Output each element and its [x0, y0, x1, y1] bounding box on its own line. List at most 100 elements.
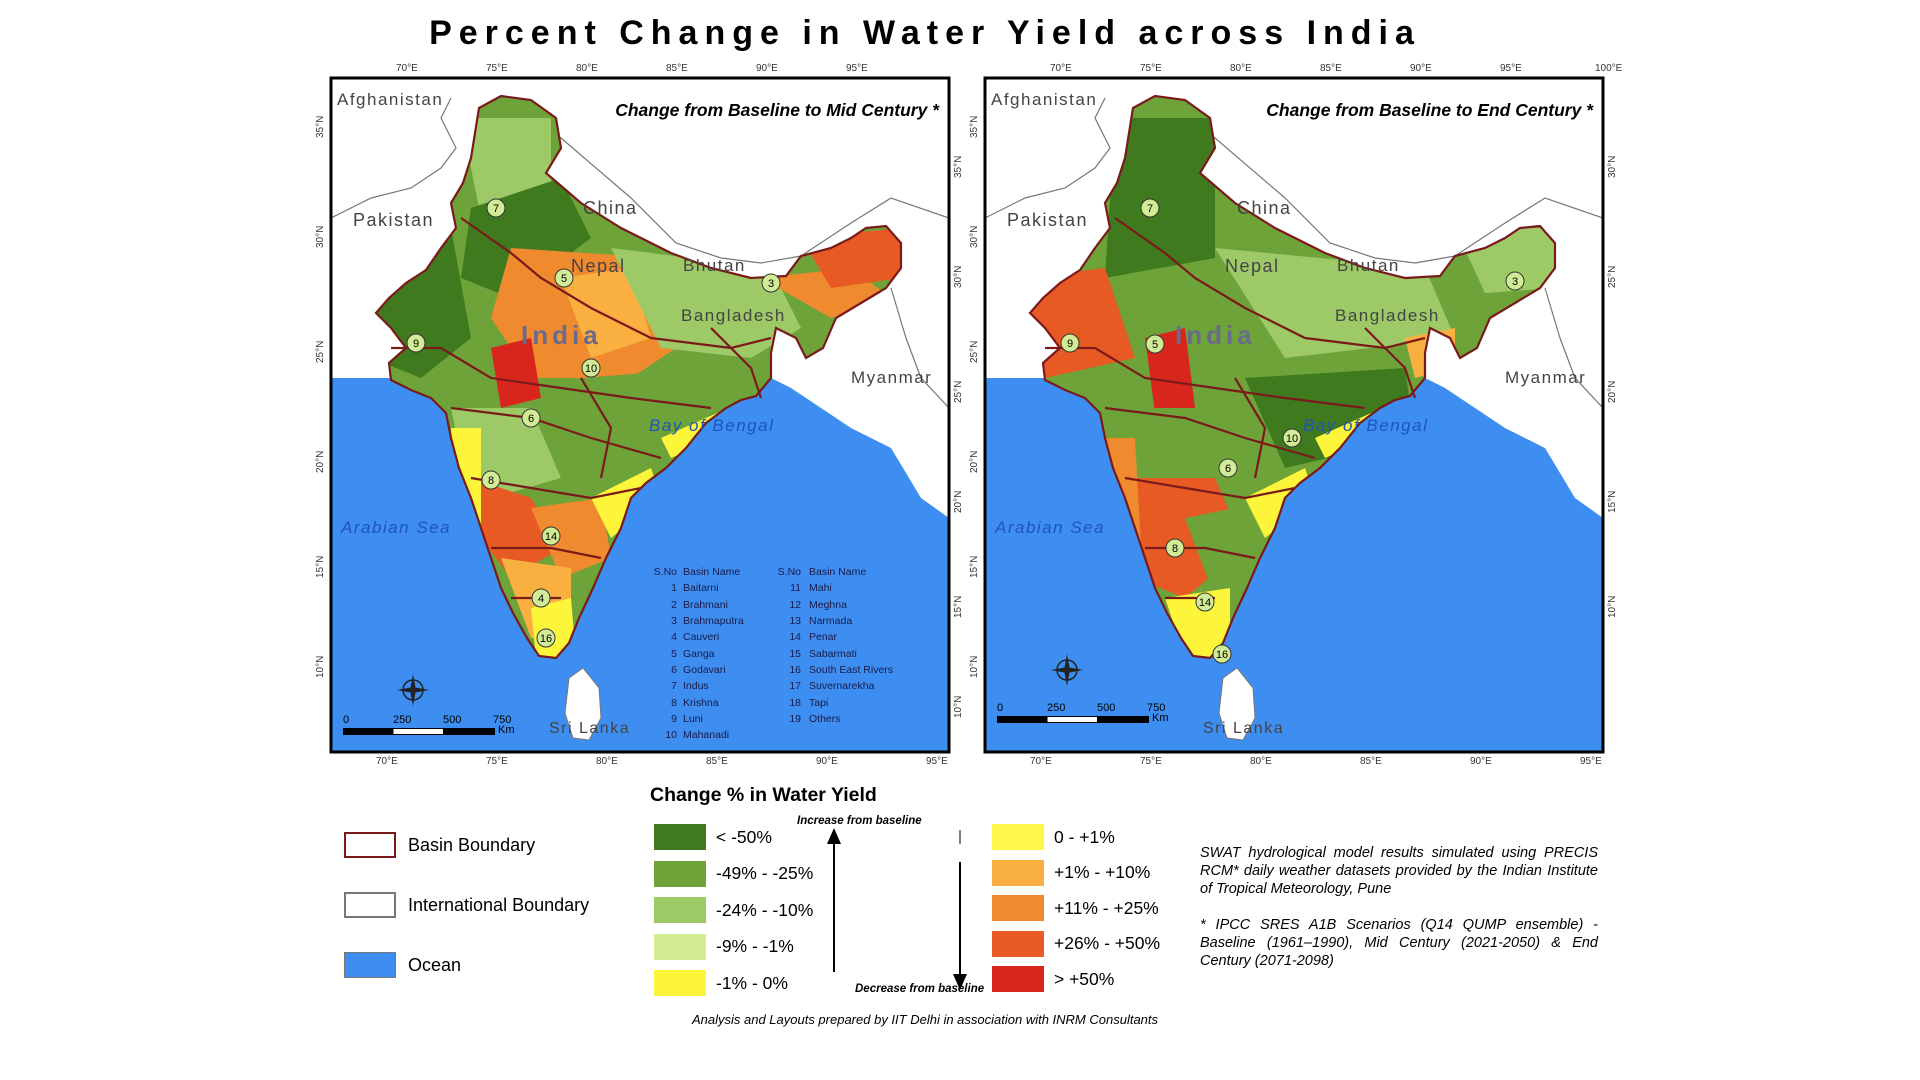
table-row: 4 Cauveri 14 Penar — [651, 629, 935, 645]
basin-name: Brahmani — [683, 598, 728, 611]
place-bangladesh: Bangladesh — [681, 306, 786, 325]
basin-name: Ganga — [683, 647, 715, 660]
col-sno-2: S.No — [777, 566, 801, 579]
basin-name: Luni — [683, 712, 703, 725]
basin-name: Godavari — [683, 663, 726, 676]
increase-arrow-label: Increase from baseline — [797, 815, 922, 827]
table-row: 2 Brahmani 12 Meghna — [651, 597, 935, 613]
scale-label: 0 — [343, 714, 350, 726]
basin-sno: 10 — [665, 729, 677, 742]
lon-tick-bottom: 90°E — [816, 756, 838, 767]
basin-markers: 7 5 3 9 10 6 8 14 16 — [1060, 198, 1525, 664]
svg-text:8: 8 — [488, 475, 494, 487]
basin-sno: 15 — [789, 647, 801, 660]
place-nepal: Nepal — [1225, 256, 1280, 276]
lat-tick-left: 25°N — [315, 340, 326, 363]
svg-text:9: 9 — [413, 338, 419, 350]
scale-label: 250 — [1047, 702, 1066, 714]
legend-class-swatch — [992, 859, 1044, 886]
place-arabian: Arabian Sea — [995, 518, 1106, 537]
scale-label: 750 — [493, 714, 512, 726]
svg-text:7: 7 — [1147, 203, 1153, 215]
col-basin-2: Basin Name — [809, 566, 867, 579]
scale-label: 750 — [1147, 702, 1166, 714]
lat-tick-left: 30°N — [969, 225, 980, 248]
svg-text:3: 3 — [1512, 276, 1518, 288]
scale-label: 500 — [443, 714, 462, 726]
lon-tick-top: 70°E — [396, 63, 418, 74]
legend-class-label: -9% - -1% — [716, 936, 794, 956]
basin-name: Brahmaputra — [683, 615, 744, 628]
basin-sno: 4 — [671, 631, 677, 644]
map-mid-svg: 7 5 3 9 10 6 8 14 4 16 — [329, 76, 951, 754]
lat-tick-right: 15°N — [1607, 490, 1618, 513]
map-frame — [983, 76, 1605, 754]
legend-class: > +50% — [992, 966, 1114, 992]
place-nepal: Nepal — [571, 256, 626, 276]
lon-tick-top: 85°E — [1320, 63, 1342, 74]
legend-class: 0 - +1% — [992, 824, 1115, 850]
place-bhutan: Bhutan — [683, 256, 746, 275]
basin-sno: 14 — [789, 631, 801, 644]
svg-text:7: 7 — [493, 203, 499, 215]
svg-text:6: 6 — [528, 413, 534, 425]
place-afghanistan: Afghanistan — [337, 90, 444, 109]
lon-tick-top: 80°E — [576, 63, 598, 74]
compass-rose — [397, 674, 429, 706]
place-srilanka: Sri Lanka — [549, 720, 631, 737]
figure-title: Percent Change in Water Yield across Ind… — [429, 14, 1421, 52]
ocean — [331, 378, 949, 752]
table-row: 3 Brahmaputra 13 Narmada — [651, 613, 935, 629]
table-row: 7 Indus 17 Suvernarekha — [651, 678, 935, 694]
lat-tick-right: 10°N — [953, 695, 964, 718]
scale-label: 250 — [393, 714, 412, 726]
lat-tick-left: 15°N — [969, 555, 980, 578]
place-bhutan: Bhutan — [1337, 256, 1400, 275]
legend-international-boundary: International Boundary — [344, 892, 589, 918]
basin-sno: 8 — [671, 696, 677, 709]
basin-sno: 9 — [671, 712, 677, 725]
svg-text:5: 5 — [1152, 339, 1158, 351]
svg-text:10: 10 — [585, 363, 597, 375]
scale-bar: 0 250 500 750 Km — [343, 714, 515, 736]
table-row: 5 Ganga 15 Sabarmati — [651, 645, 935, 661]
svg-text:3: 3 — [768, 278, 774, 290]
intl-boundary — [331, 95, 949, 409]
legend-basin-boundary: Basin Boundary — [344, 832, 535, 858]
basin-name: Meghna — [809, 598, 847, 611]
lon-tick-top: 80°E — [1230, 63, 1252, 74]
lon-tick-top: 75°E — [1140, 63, 1162, 74]
basin-name: Narmada — [809, 615, 853, 628]
lon-tick-bottom: 80°E — [596, 756, 618, 767]
legend-class: +1% - +10% — [992, 859, 1150, 886]
scale-bar-graphic — [997, 716, 1149, 723]
legend-class-label: > +50% — [1054, 968, 1115, 989]
legend-class: -1% - 0% — [654, 970, 788, 996]
svg-text:16: 16 — [1216, 649, 1228, 661]
svg-text:4: 4 — [538, 593, 544, 605]
scenario-note: * IPCC SRES A1B Scenarios (Q14 QUMP ense… — [1200, 917, 1598, 969]
basin-name: Mahanadi — [683, 729, 730, 742]
legend-class-label: -24% - -10% — [716, 899, 814, 920]
legend-class: -24% - -10% — [654, 897, 813, 923]
table-row: 8 Krishna 18 Tapi — [651, 694, 935, 710]
place-bay: Bay of Bengal — [649, 416, 775, 435]
lat-tick-left: 20°N — [315, 450, 326, 473]
lon-tick-top: 95°E — [846, 63, 868, 74]
basin-sno: 5 — [671, 647, 677, 660]
svg-text:5: 5 — [561, 273, 567, 285]
model-note: SWAT hydrological model results simulate… — [1200, 845, 1598, 897]
compass-rose — [1051, 654, 1083, 686]
lat-tick-left: 30°N — [315, 225, 326, 248]
place-afghanistan: Afghanistan — [991, 90, 1098, 109]
map-subtitle: Change from Baseline to Mid Century * — [615, 100, 939, 120]
place-pakistan: Pakistan — [353, 210, 435, 230]
basin-sno: 16 — [789, 663, 801, 676]
basin-name: Sabarmati — [809, 647, 857, 660]
legend-class-label: -49% - -25% — [716, 863, 814, 883]
place-china: China — [1237, 198, 1292, 218]
legend-class-swatch — [992, 824, 1044, 850]
legend-class-label: +11% - +25% — [1054, 897, 1159, 918]
lon-tick-bottom: 80°E — [1250, 756, 1272, 767]
basin-sno: 19 — [789, 712, 801, 725]
